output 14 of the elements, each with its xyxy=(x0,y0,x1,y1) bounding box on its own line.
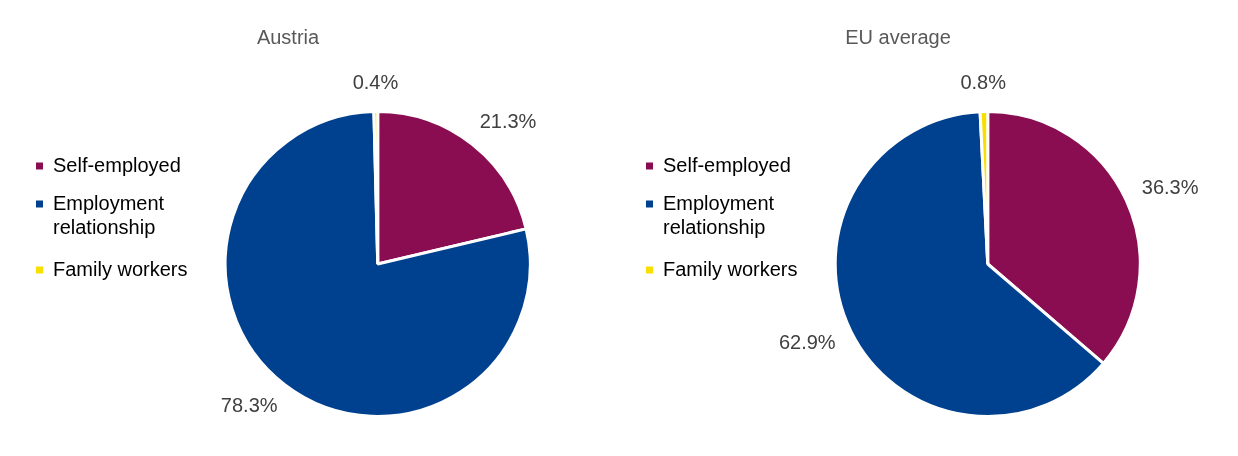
data-label: 0.4% xyxy=(352,71,399,94)
data-label: 62.9% xyxy=(778,330,836,353)
chart-title: EU average xyxy=(845,25,951,48)
legend-label: Employment relationship xyxy=(663,191,775,238)
legend-label: Family workers xyxy=(663,257,798,280)
legend-label: Family workers xyxy=(53,257,188,280)
chart-title: Austria xyxy=(256,25,320,48)
data-label: 36.3% xyxy=(1141,176,1199,199)
data-label: 78.3% xyxy=(220,394,278,417)
data-label: 21.3% xyxy=(479,109,537,132)
legend-label: Self-employed xyxy=(53,153,181,176)
legend-label: Employment relationship xyxy=(53,191,165,238)
data-label: 0.8% xyxy=(960,71,1007,94)
legend-label: Self-employed xyxy=(663,153,791,176)
